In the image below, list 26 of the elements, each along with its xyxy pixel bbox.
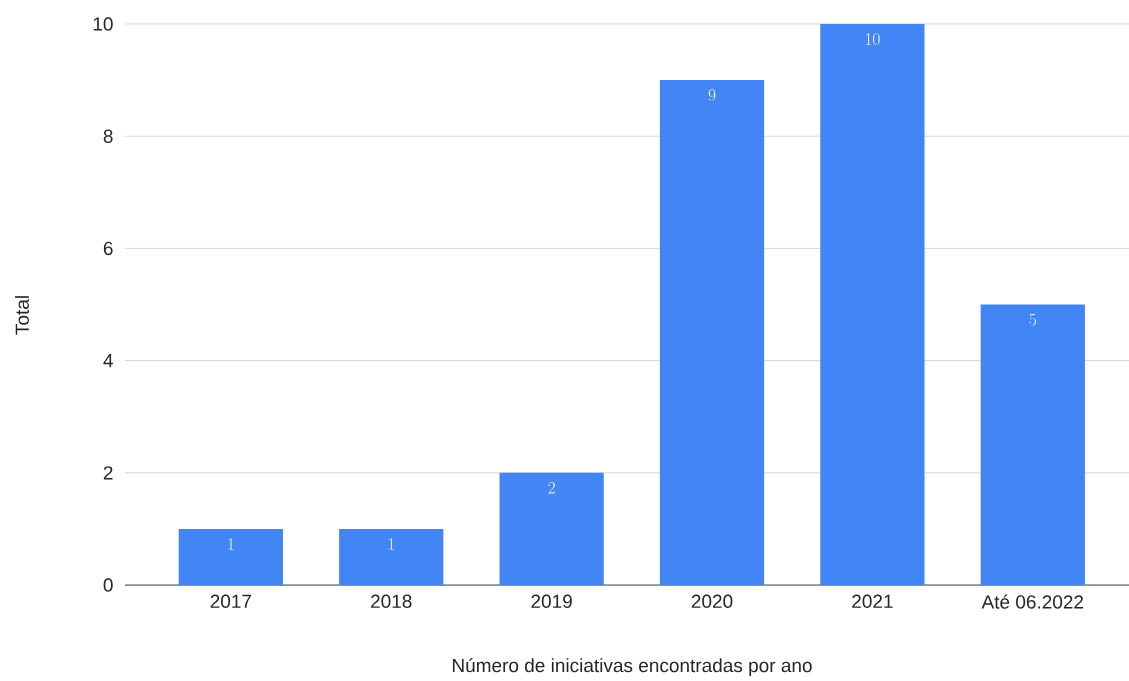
y-tick-label: 2 [103, 466, 113, 480]
y-tick-label: 10 [93, 17, 113, 31]
data-label: 10 [865, 33, 880, 45]
x-tick-label: 2017 [210, 594, 252, 608]
bar [820, 24, 925, 585]
bar [178, 528, 283, 585]
data-label: 2 [548, 482, 555, 494]
y-tick-label: 6 [103, 241, 113, 256]
x-axis-title: Número de iniciativas encontradas por ano [452, 658, 812, 676]
y-tick-label: 8 [103, 129, 113, 143]
bar [499, 472, 604, 585]
bar [339, 528, 444, 585]
y-tick-label: 0 [103, 578, 113, 592]
x-tick-label: 2019 [531, 594, 572, 608]
data-label: 5 [1029, 313, 1037, 326]
x-tick-label: 2020 [691, 594, 733, 608]
x-tick-label: 2021 [852, 594, 893, 608]
data-label: 1 [228, 538, 234, 550]
x-tick-label: 2018 [371, 594, 412, 608]
data-label: 1 [388, 538, 394, 550]
x-tick-label: Até 06.2022 [981, 594, 1084, 609]
y-tick-label: 4 [103, 354, 113, 368]
bar [659, 80, 765, 585]
data-label: 9 [708, 89, 716, 102]
y-axis-title: Total [15, 296, 29, 335]
bar [980, 304, 1085, 585]
